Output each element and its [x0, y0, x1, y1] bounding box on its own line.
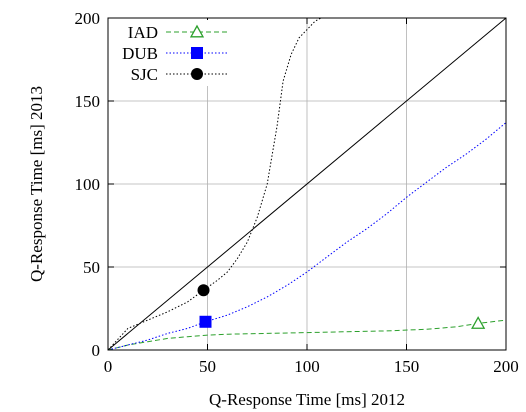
series-dub-marker [199, 315, 212, 328]
x-axis-label: Q-Response Time [ms] 2012 [209, 390, 405, 409]
y-tick-label: 50 [83, 258, 100, 277]
series-sjc-marker [197, 284, 210, 297]
x-tick-label: 200 [493, 357, 519, 376]
x-tick-label: 0 [104, 357, 113, 376]
series-sjc-line [108, 18, 322, 350]
legend-marker-iad [189, 24, 205, 38]
y-axis-label: Q-Response Time [ms] 2013 [27, 86, 46, 282]
legend-marker-sjc [191, 68, 203, 80]
legend-label-dub: DUB [122, 44, 158, 63]
series-iad-line [108, 319, 506, 350]
y-tick-label: 0 [92, 341, 101, 360]
series-layer [108, 18, 506, 350]
legend-label-sjc: SJC [131, 65, 158, 84]
ticks: 0 50 100 150 200 0 50 100 150 200 [75, 9, 519, 376]
series-iad-marker [471, 316, 486, 329]
x-tick-label: 50 [199, 357, 216, 376]
legend-label-iad: IAD [128, 23, 158, 42]
legend-marker-dub [191, 47, 203, 59]
x-tick-label: 150 [394, 357, 420, 376]
y-tick-label: 150 [75, 92, 101, 111]
x-tick-label: 100 [294, 357, 320, 376]
y-tick-label: 100 [75, 175, 101, 194]
diagonal-reference-line [108, 18, 506, 350]
y-tick-label: 200 [75, 9, 101, 28]
legend: IAD DUB SJC [112, 20, 244, 86]
